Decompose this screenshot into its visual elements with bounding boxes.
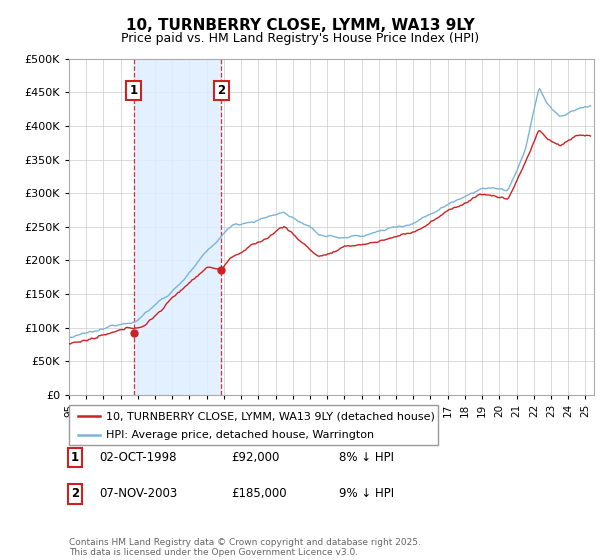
Text: £185,000: £185,000 [231,487,287,501]
Text: £92,000: £92,000 [231,451,280,464]
Text: 8% ↓ HPI: 8% ↓ HPI [339,451,394,464]
Text: 1: 1 [130,84,137,97]
Text: 1: 1 [71,451,79,464]
Text: Contains HM Land Registry data © Crown copyright and database right 2025.
This d: Contains HM Land Registry data © Crown c… [69,538,421,557]
Text: 9% ↓ HPI: 9% ↓ HPI [339,487,394,501]
FancyBboxPatch shape [69,405,438,445]
Text: 2: 2 [71,487,79,501]
Text: Price paid vs. HM Land Registry's House Price Index (HPI): Price paid vs. HM Land Registry's House … [121,32,479,45]
Text: 10, TURNBERRY CLOSE, LYMM, WA13 9LY (detached house): 10, TURNBERRY CLOSE, LYMM, WA13 9LY (det… [106,411,435,421]
Text: 10, TURNBERRY CLOSE, LYMM, WA13 9LY: 10, TURNBERRY CLOSE, LYMM, WA13 9LY [125,18,475,34]
Text: HPI: Average price, detached house, Warrington: HPI: Average price, detached house, Warr… [106,430,374,440]
Bar [134,59,221,395]
Text: 02-OCT-1998: 02-OCT-1998 [99,451,176,464]
Text: 2: 2 [217,84,226,97]
Text: 07-NOV-2003: 07-NOV-2003 [99,487,177,501]
